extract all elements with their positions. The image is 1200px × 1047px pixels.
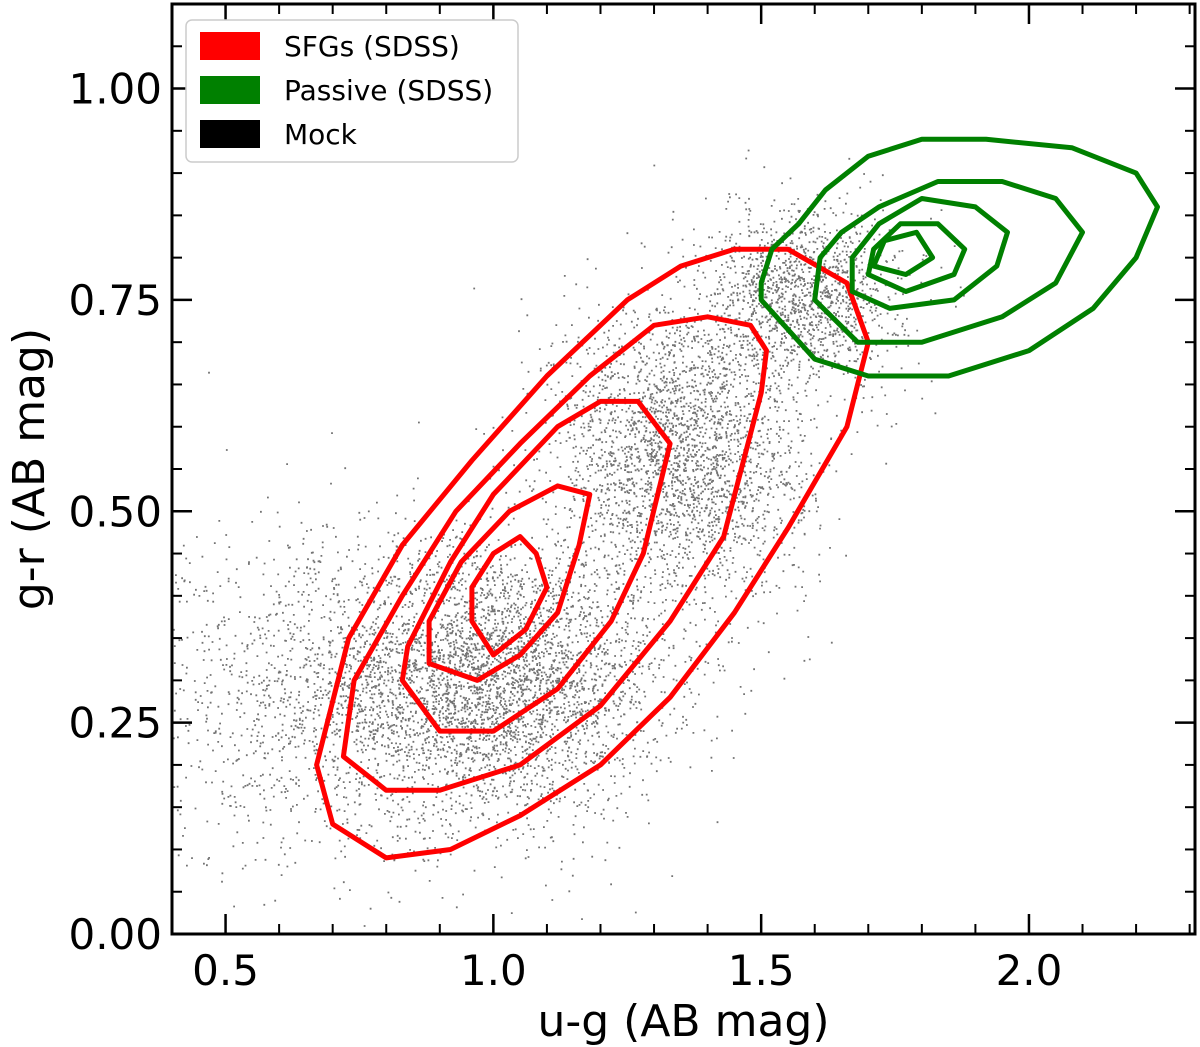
legend-swatch-mock — [200, 120, 260, 148]
y-tick-label: 0.25 — [68, 699, 162, 748]
legend-label-mock: Mock — [284, 118, 358, 151]
passive-sdss-contour-4 — [865, 221, 968, 294]
passive-sdss-contour-5 — [871, 229, 936, 277]
sfgs-sdss-contour-5 — [469, 534, 550, 658]
passive-sdss-contour-1 — [758, 136, 1160, 379]
passive-sdss-contour-2 — [812, 179, 1085, 345]
x-tick-label: 2.0 — [996, 946, 1063, 995]
y-tick-label: 0.00 — [68, 910, 162, 959]
legend-box — [185, 19, 519, 163]
legend-label-passive-sdss: Passive (SDSS) — [284, 74, 493, 107]
legend: SFGs (SDSS) Passive (SDSS) Mock — [185, 19, 519, 163]
x-tick-label: 1.5 — [728, 946, 795, 995]
x-axis-label: u-g (AB mag) — [537, 996, 829, 1047]
y-tick-label: 1.00 — [68, 65, 162, 114]
sfgs-sdss-contour-2 — [340, 314, 769, 793]
contour-lines — [314, 136, 1160, 861]
mock-scatter-points — [172, 149, 965, 927]
legend-label-sfgs-sdss: SFGs (SDSS) — [284, 30, 460, 63]
passive-sdss-contour-3 — [849, 196, 1010, 311]
axis-tick-labels: 0.5 1.0 1.5 2.0 0.00 0.25 0.50 0.75 1.00 — [68, 65, 1062, 995]
y-tick-label: 0.50 — [68, 487, 162, 536]
y-axis-label: g-r (AB mag) — [4, 328, 55, 610]
mock-points — [172, 149, 965, 927]
y-tick-label: 0.75 — [68, 276, 162, 325]
legend-swatch-sfgs-sdss — [200, 32, 260, 60]
sfgs-sdss-contour-1 — [314, 246, 871, 861]
x-tick-label: 0.5 — [192, 946, 259, 995]
axis-ticks — [171, 3, 1195, 936]
sfgs-sdss-contour-3 — [399, 398, 673, 734]
legend-swatch-passive-sdss — [200, 76, 260, 104]
x-tick-label: 1.0 — [460, 946, 527, 995]
sfgs-sdss-contour-4 — [426, 483, 593, 683]
